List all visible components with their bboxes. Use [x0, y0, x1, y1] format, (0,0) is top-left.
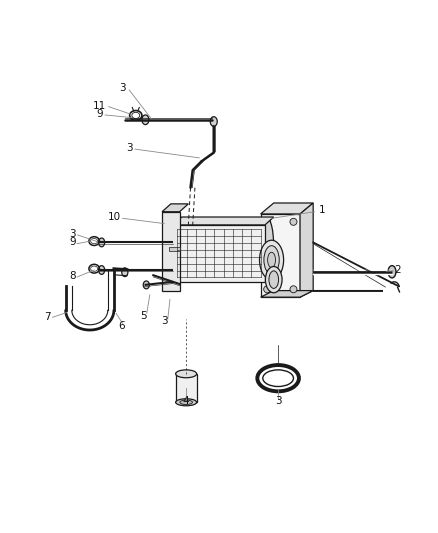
Bar — [176, 374, 197, 402]
Ellipse shape — [176, 399, 197, 406]
Polygon shape — [162, 204, 188, 212]
Ellipse shape — [122, 268, 128, 277]
Text: 7: 7 — [44, 312, 51, 322]
Ellipse shape — [210, 117, 217, 126]
Text: 3: 3 — [161, 316, 168, 326]
Ellipse shape — [265, 266, 282, 293]
Ellipse shape — [176, 370, 197, 378]
Ellipse shape — [269, 271, 279, 288]
Text: 3: 3 — [275, 397, 282, 406]
Bar — [171, 219, 267, 275]
Text: 3: 3 — [69, 229, 76, 239]
Ellipse shape — [164, 219, 177, 275]
Ellipse shape — [264, 246, 279, 274]
Circle shape — [290, 219, 297, 225]
Polygon shape — [261, 290, 313, 297]
Text: 2: 2 — [394, 265, 401, 276]
Text: 1: 1 — [318, 205, 325, 215]
Ellipse shape — [268, 252, 276, 268]
Ellipse shape — [259, 240, 284, 280]
Circle shape — [290, 286, 297, 293]
Ellipse shape — [142, 115, 149, 125]
Text: 10: 10 — [107, 212, 120, 222]
Polygon shape — [162, 212, 180, 290]
Ellipse shape — [99, 238, 105, 247]
Polygon shape — [173, 225, 265, 282]
Polygon shape — [169, 247, 180, 251]
Ellipse shape — [99, 265, 105, 274]
Polygon shape — [173, 217, 274, 225]
Text: 9: 9 — [69, 237, 76, 247]
Circle shape — [264, 286, 271, 293]
Circle shape — [264, 219, 271, 225]
Text: 4: 4 — [183, 397, 190, 406]
Text: 3: 3 — [126, 143, 133, 154]
Ellipse shape — [388, 265, 396, 278]
Text: 5: 5 — [140, 311, 147, 320]
Text: 3: 3 — [119, 83, 126, 93]
Polygon shape — [261, 214, 300, 297]
Text: 9: 9 — [96, 109, 103, 119]
Polygon shape — [261, 203, 313, 214]
Ellipse shape — [180, 400, 192, 405]
Text: 8: 8 — [69, 271, 76, 281]
Text: 11: 11 — [93, 101, 106, 111]
Text: 6: 6 — [118, 321, 125, 330]
Polygon shape — [300, 203, 313, 297]
Ellipse shape — [261, 219, 274, 275]
Ellipse shape — [143, 281, 149, 289]
